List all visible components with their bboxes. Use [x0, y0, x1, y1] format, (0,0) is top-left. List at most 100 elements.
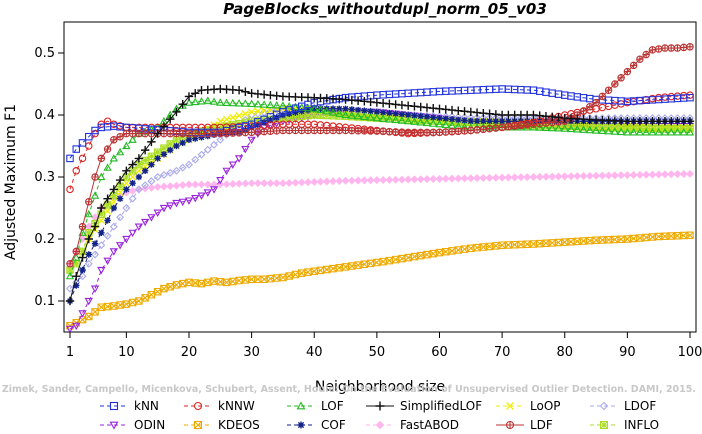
data-point	[679, 43, 688, 52]
data-point	[72, 272, 81, 281]
data-point	[203, 145, 212, 154]
data-point	[541, 123, 551, 132]
data-point	[686, 231, 694, 240]
data-point	[336, 105, 343, 112]
data-point	[185, 136, 193, 143]
data-point	[172, 181, 181, 190]
data-point	[523, 123, 532, 131]
data-point	[109, 154, 118, 162]
data-point	[391, 128, 400, 136]
data-point	[460, 127, 469, 135]
x-tick-label: 30	[243, 345, 260, 360]
data-point	[172, 136, 181, 144]
x-tick-label: 60	[431, 345, 448, 360]
data-point	[535, 172, 544, 181]
data-point	[579, 107, 588, 115]
data-point	[254, 107, 262, 115]
data-point	[516, 173, 525, 182]
x-tick-label: 100	[678, 345, 702, 360]
data-point	[241, 145, 250, 154]
data-point	[404, 253, 412, 262]
legend-label: LDF	[530, 418, 553, 432]
data-point	[404, 111, 412, 119]
data-point	[422, 118, 432, 127]
data-point	[416, 175, 425, 184]
data-point	[372, 113, 382, 122]
data-point	[172, 107, 181, 117]
data-point	[266, 127, 275, 135]
data-point	[260, 127, 268, 136]
data-point	[285, 272, 293, 280]
data-point	[460, 174, 469, 183]
data-point	[115, 147, 125, 156]
legend-label: COF	[321, 418, 346, 432]
data-point	[686, 169, 694, 178]
data-point	[629, 128, 638, 136]
data-point	[460, 245, 469, 253]
data-point	[416, 128, 425, 137]
data-point	[216, 98, 225, 106]
data-point	[385, 175, 394, 184]
data-point	[247, 136, 256, 145]
data-point	[322, 177, 331, 186]
data-point	[103, 145, 112, 153]
data-point	[160, 151, 168, 158]
legend-label: LOF	[321, 399, 344, 413]
data-point	[386, 109, 393, 117]
legend-label: FastABOD	[400, 418, 459, 432]
data-point	[586, 103, 594, 111]
data-point	[135, 129, 143, 138]
data-point	[97, 172, 106, 181]
y-tick-label: 0.5	[34, 46, 55, 61]
data-point	[166, 202, 175, 210]
data-point	[216, 129, 225, 138]
data-point	[235, 129, 243, 137]
data-point	[435, 119, 444, 128]
data-point	[78, 272, 87, 281]
data-point	[642, 170, 651, 179]
legend-label: KDEOS	[218, 418, 260, 432]
data-point	[291, 270, 300, 279]
data-point	[391, 255, 400, 264]
data-point	[247, 128, 256, 137]
data-point	[410, 175, 419, 184]
data-point	[140, 145, 150, 155]
data-point	[235, 276, 243, 285]
legend-item-kdeos: KDEOS	[184, 418, 260, 432]
data-point	[297, 126, 306, 135]
data-point	[304, 268, 312, 276]
data-point	[241, 110, 250, 118]
data-point	[241, 276, 250, 284]
legend-item-cof: COF	[287, 418, 346, 432]
data-point	[122, 166, 131, 175]
data-point	[135, 173, 143, 181]
data-point	[210, 180, 219, 189]
data-point	[492, 242, 500, 250]
data-point	[191, 97, 200, 106]
data-point	[103, 117, 112, 125]
data-point	[178, 279, 187, 288]
chart-title: PageBlocks_withoutdupl_norm_05_v03	[223, 0, 547, 18]
data-point	[654, 128, 663, 136]
data-point	[379, 127, 387, 136]
legend-item-knnw: kNNW	[184, 399, 255, 413]
data-point	[228, 98, 237, 107]
data-point	[361, 107, 368, 114]
legend-item-lof: LOF	[287, 399, 344, 413]
data-point	[166, 282, 174, 291]
data-point	[193, 401, 203, 411]
data-point	[316, 105, 325, 114]
data-point	[342, 105, 349, 112]
data-point	[398, 111, 406, 118]
series-fastabod	[66, 169, 694, 268]
data-point	[397, 175, 406, 184]
data-point	[135, 297, 143, 305]
data-point	[310, 126, 318, 135]
data-point	[297, 178, 306, 187]
data-point	[160, 284, 168, 293]
data-point	[191, 180, 200, 189]
data-point	[291, 102, 300, 111]
data-point	[153, 173, 162, 181]
data-point	[122, 235, 131, 244]
data-point	[391, 175, 400, 184]
